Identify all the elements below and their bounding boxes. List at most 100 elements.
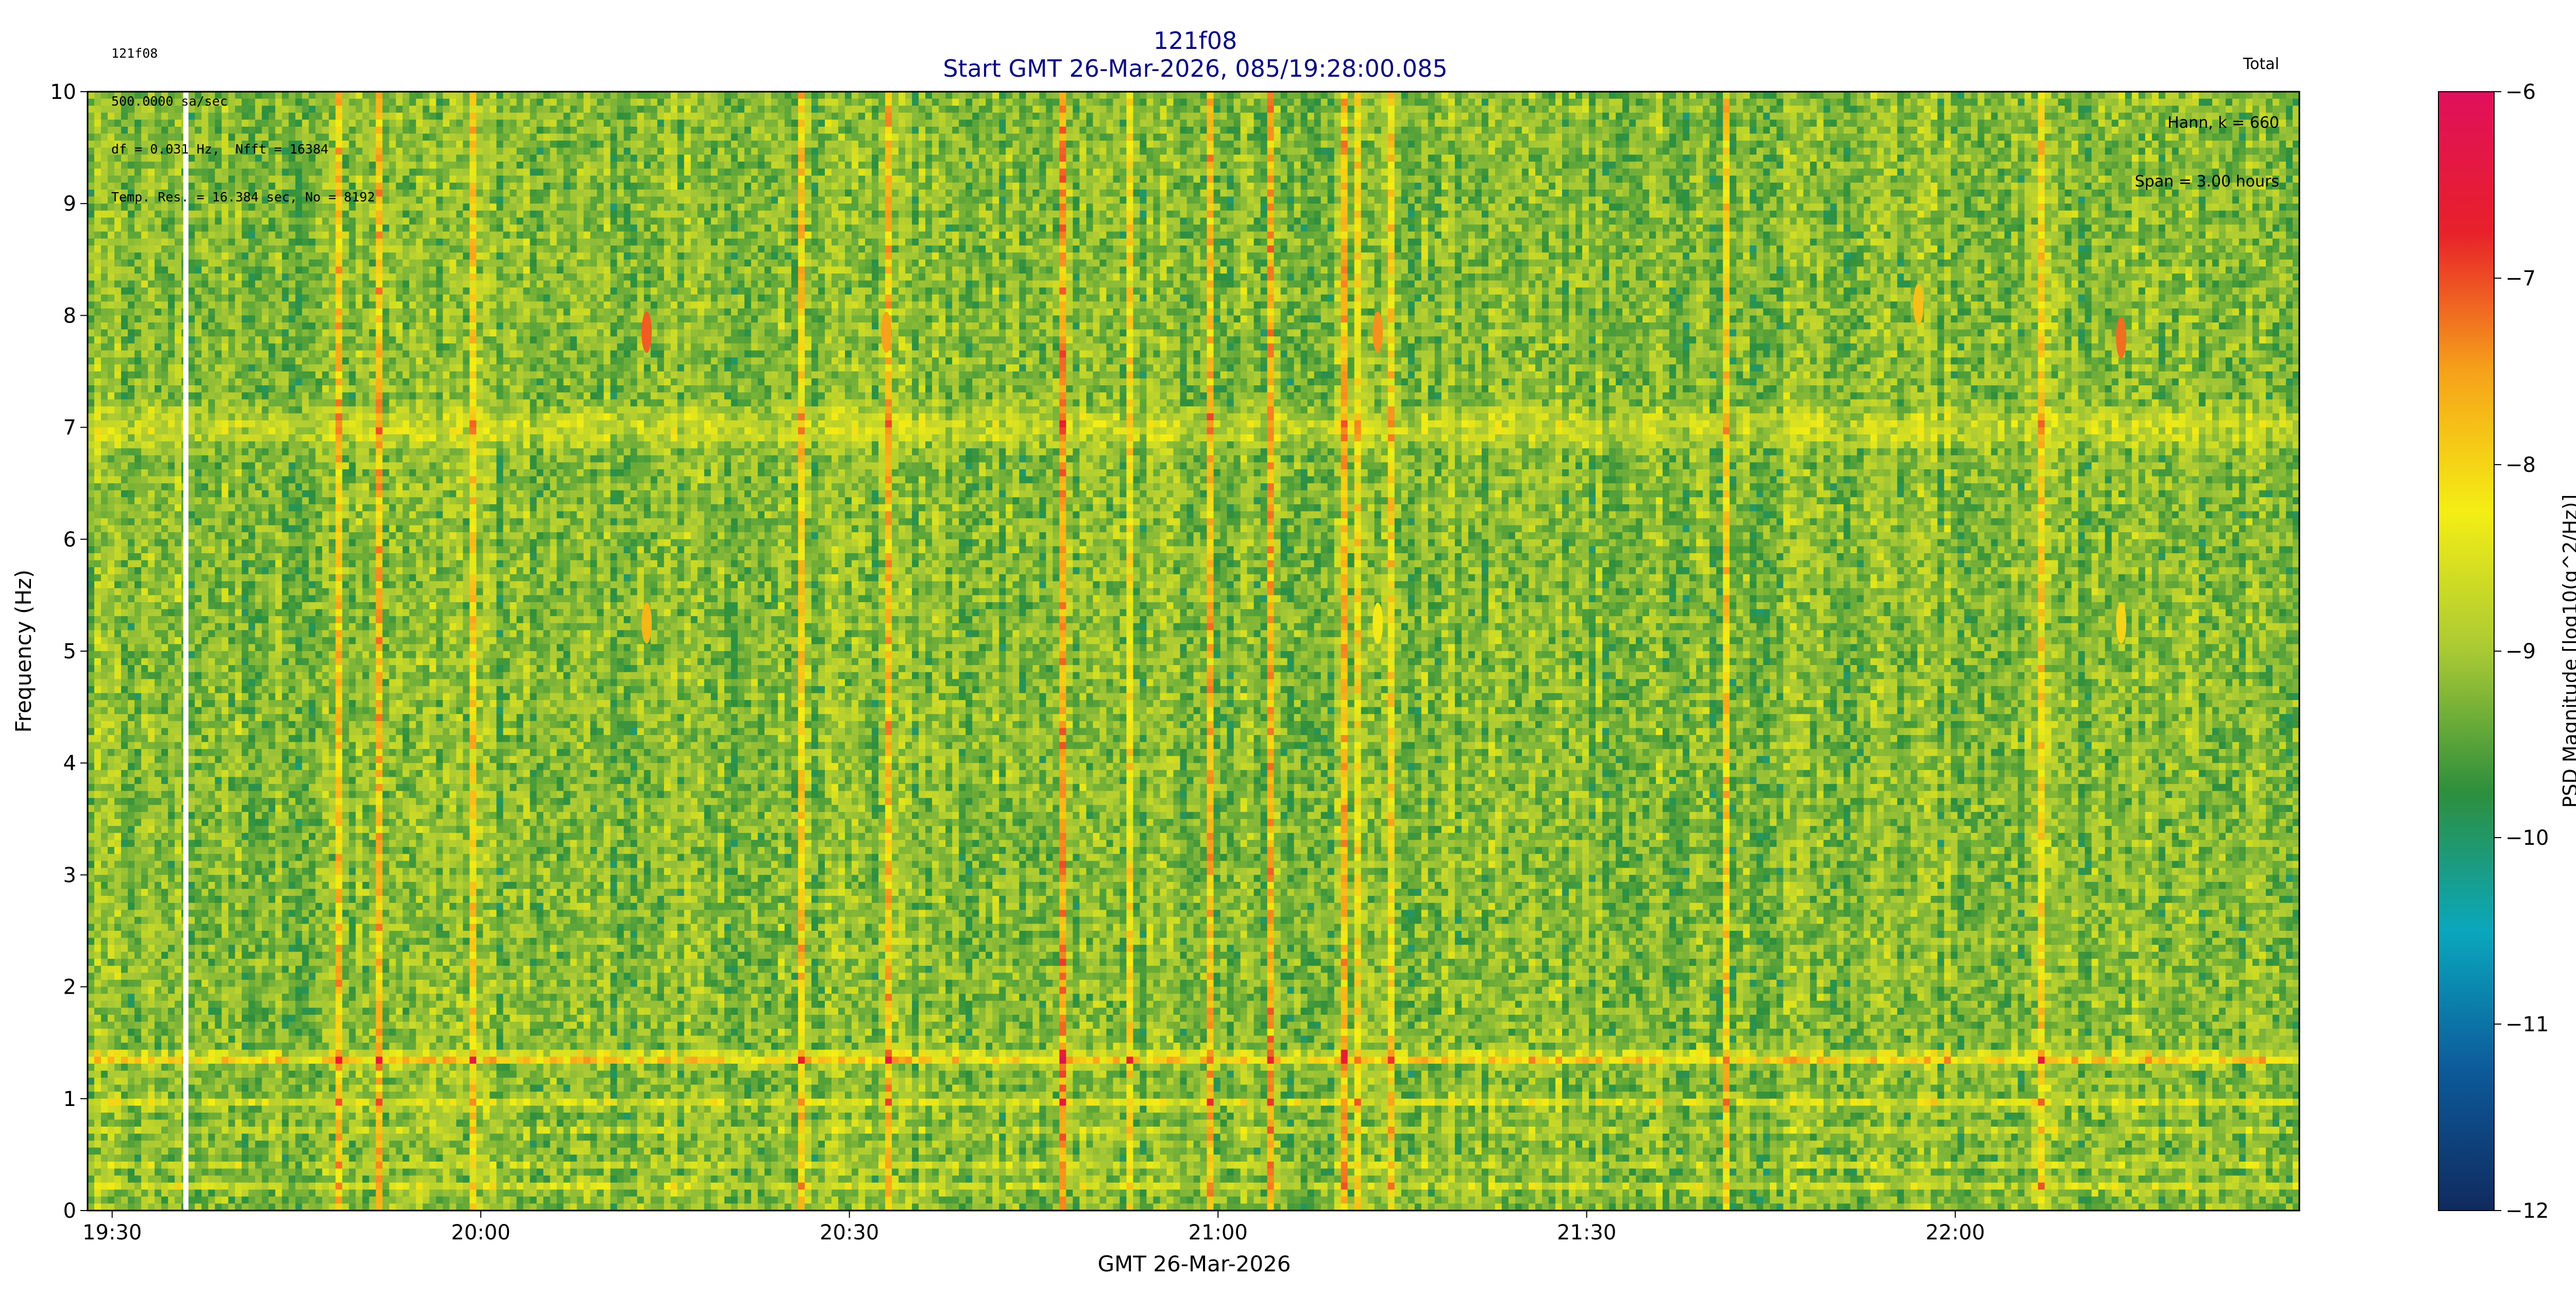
spectrogram-cell [134,379,142,386]
spectrogram-cell [188,399,195,406]
spectrogram-cell [155,504,162,512]
spectrogram-cell [201,749,209,756]
spectrogram-cell [134,525,142,533]
spectrogram-cell [175,483,182,490]
spectrogram-cell [114,581,122,588]
spectrogram-cell [215,266,222,274]
spectrogram-cell [88,1169,95,1176]
spectrogram-cell [208,463,215,470]
spectrogram-cell [208,512,215,519]
spectrogram-cell [141,560,148,568]
spectrogram-cell [101,686,108,693]
spectrogram-cell [141,1008,148,1015]
spectrogram-cell [94,560,101,568]
spectrogram-cell [201,742,209,750]
spectrogram-cell [128,889,135,896]
spectrogram-cell [88,1154,95,1162]
spectrogram-cell [88,532,95,539]
spectrogram-cell [121,924,128,931]
spectrogram-cell [114,483,122,490]
spectrogram-cell [215,994,222,1001]
spectrogram-cell [175,896,182,903]
spectrogram-cell [128,428,135,435]
spectrogram-cell [195,560,202,568]
spectrogram-cell [88,714,95,721]
spectrogram-cell [101,672,108,679]
spectrogram-cell [215,483,222,490]
spectrogram-cell [121,749,128,756]
spectrogram-cell [94,826,101,833]
spectrogram-cell [175,777,182,784]
spectrogram-cell [94,756,101,763]
spectrogram-cell [114,1169,122,1176]
spectrogram-cell [155,1162,162,1169]
spectrogram-cell [188,309,195,316]
spectrogram-cell [161,1134,168,1141]
spectrogram-cell [121,1162,128,1169]
spectrogram-cell [161,1197,168,1204]
spectrogram-cell [168,1064,175,1071]
spectrogram-cell [94,847,101,854]
spectrogram-cell [94,420,101,428]
spectrogram-cell [134,1162,142,1169]
spectrogram-cell [215,371,222,379]
spectrogram-cell [101,854,108,861]
spectrogram-cell [208,1022,215,1029]
spectrogram-cell [175,616,182,623]
spectrogram-cell [88,749,95,756]
spectrogram-cell [175,917,182,924]
spectrogram-cell [161,504,168,512]
spectrogram-cell [155,1071,162,1078]
spectrogram-cell [108,476,115,484]
spectrogram-cell [168,330,175,337]
spectrogram-cell [94,938,101,945]
spectrogram-cell [121,756,128,763]
spectrogram-cell [155,749,162,756]
spectrogram-cell [175,1113,182,1120]
spectrogram-cell [175,959,182,966]
spectrogram-cell [175,910,182,917]
spectrogram-cell [108,1176,115,1183]
spectrogram-cell [175,525,182,533]
spectrogram-cell [108,1105,115,1113]
spectrogram-cell [121,728,128,735]
spectrogram-cell [121,1036,128,1043]
spectrogram-cell [168,1105,175,1113]
spectrogram-cell [108,917,115,924]
spectrogram-cell [108,336,115,344]
spectrogram-cell [208,931,215,938]
spectrogram-cell [201,574,209,582]
spectrogram-cell [88,931,95,938]
spectrogram-cell [201,1043,209,1050]
spectrogram-cell [155,889,162,896]
spectrogram-cell [114,805,122,812]
spectrogram-cell [108,281,115,288]
spectrogram-cell [188,553,195,560]
spectrogram-cell [88,1001,95,1008]
spectrogram-cell [215,791,222,798]
spectrogram-cell [128,322,135,330]
spectrogram-cell [128,826,135,833]
spectrogram-cell [215,330,222,337]
spectrogram-cell [188,707,195,714]
spectrogram-cell [88,994,95,1001]
spectrogram-cell [161,385,168,393]
spectrogram-cell [88,651,95,658]
spectrogram-cell [121,225,128,232]
spectrogram-cell [141,840,148,847]
spectrogram-cell [161,819,168,826]
spectrogram-cell [175,1022,182,1029]
spectrogram-cell [114,1127,122,1134]
spectrogram-cell [134,833,142,840]
spectrogram-cell [188,448,195,455]
spectrogram-cell [114,714,122,721]
spectrogram-cell [108,497,115,504]
spectrogram-cell [101,756,108,763]
spectrogram-cell [141,798,148,805]
spectrogram-cell [201,1064,209,1071]
spectrogram-cell [208,413,215,420]
spectrogram-cell [141,539,148,547]
spectrogram-cell [94,106,101,113]
spectrogram-cell [195,553,202,560]
spectrogram-cell [155,1148,162,1155]
